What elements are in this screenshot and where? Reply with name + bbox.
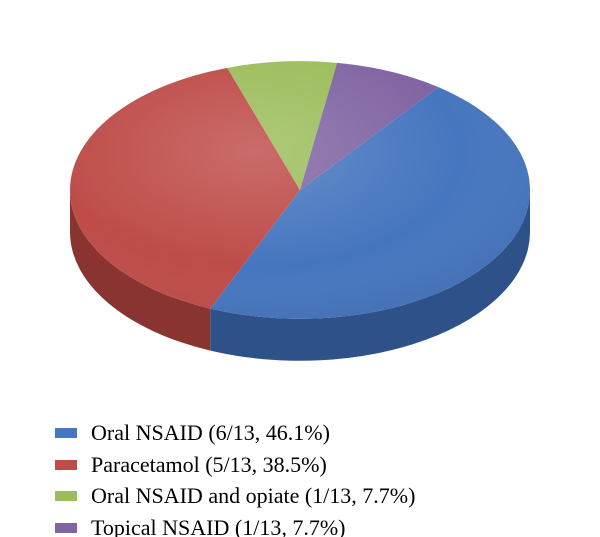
legend-row-2: Oral NSAID and opiate (1/13, 7.7%) xyxy=(55,481,415,511)
legend-swatch xyxy=(55,523,77,533)
legend-label: Paracetamol (5/13, 38.5%) xyxy=(91,450,327,480)
legend-row-0: Oral NSAID (6/13, 46.1%) xyxy=(55,418,415,448)
legend-label: Oral NSAID (6/13, 46.1%) xyxy=(91,418,330,448)
legend-label: Oral NSAID and opiate (1/13, 7.7%) xyxy=(91,481,415,511)
legend-swatch xyxy=(55,460,77,470)
pie-chart-3d xyxy=(50,20,550,400)
legend-swatch xyxy=(55,491,77,501)
legend-row-1: Paracetamol (5/13, 38.5%) xyxy=(55,450,415,480)
legend: Oral NSAID (6/13, 46.1%)Paracetamol (5/1… xyxy=(55,418,415,537)
figure-container: Oral NSAID (6/13, 46.1%)Paracetamol (5/1… xyxy=(0,0,600,537)
legend-swatch xyxy=(55,428,77,438)
legend-row-3: Topical NSAID (1/13, 7.7%) xyxy=(55,513,415,537)
pie-gloss-overlay xyxy=(70,61,530,319)
legend-label: Topical NSAID (1/13, 7.7%) xyxy=(91,513,345,537)
